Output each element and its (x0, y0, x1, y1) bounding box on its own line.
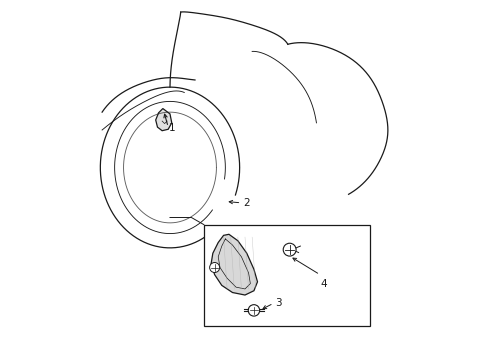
Circle shape (248, 305, 260, 316)
Text: 1: 1 (169, 123, 175, 133)
Bar (204, 225, 370, 327)
Text: 3: 3 (275, 298, 282, 308)
Text: 2: 2 (244, 198, 250, 208)
Polygon shape (211, 234, 258, 295)
Polygon shape (156, 109, 172, 131)
Circle shape (283, 243, 296, 256)
Text: 4: 4 (320, 279, 327, 289)
Circle shape (210, 262, 220, 273)
